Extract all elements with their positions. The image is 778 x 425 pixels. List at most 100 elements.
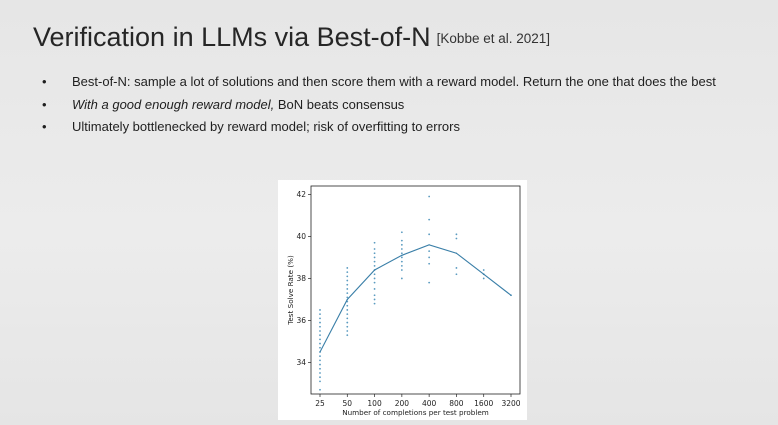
bullet-text: BoN beats consensus (274, 96, 405, 112)
scatter-point (346, 317, 349, 320)
bullet-item: • With a good enough reward model, BoN be… (42, 96, 716, 119)
scatter-point (428, 233, 431, 236)
scatter-point (319, 355, 321, 358)
series-point (455, 252, 458, 254)
series-point (373, 269, 376, 271)
scatter-point (319, 342, 321, 345)
scatter-point (482, 269, 485, 271)
scatter-point (346, 296, 349, 299)
series-line (319, 244, 512, 353)
scatter-point (373, 298, 376, 301)
scatter-point (319, 388, 321, 391)
x-tick-label: 400 (422, 399, 437, 408)
y-tick-label: 38 (296, 274, 306, 283)
x-tick-label: 1600 (474, 399, 493, 408)
y-axis-title: Test Solve Rate (%) (286, 255, 295, 326)
scatter-point (346, 279, 349, 282)
scatter-point (373, 248, 376, 250)
scatter-point (319, 372, 321, 374)
series-point (346, 298, 348, 301)
bullet-item: • Best-of-N: sample a lot of solutions an… (42, 73, 716, 96)
scatter-point (428, 281, 431, 284)
scatter-point (346, 288, 349, 290)
scatter-point (373, 281, 376, 284)
scatter-point (400, 260, 403, 263)
scatter-point (455, 233, 458, 236)
bullet-marker: • (42, 74, 47, 89)
scatter-point (373, 256, 376, 259)
scatter-point (346, 292, 349, 295)
scatter-point (373, 241, 376, 244)
x-tick-label: 25 (315, 399, 325, 408)
series-point (428, 244, 430, 246)
series-point (483, 273, 485, 275)
chart-svg: 34 36 38 40 42 25 50 100 200 400 800 1600 3200 Number… (286, 185, 521, 417)
x-tick-label: 50 (343, 399, 353, 408)
x-tick-label: 200 (395, 399, 410, 408)
scatter-point (373, 277, 376, 280)
scatter-point (400, 264, 403, 267)
scatter-point (428, 256, 431, 259)
citation: [Kobbe et al. 2021] (436, 31, 551, 46)
y-tick-label: 34 (296, 358, 306, 367)
series-point (510, 294, 512, 296)
scatter-point (428, 250, 431, 253)
scatter-point (400, 256, 403, 259)
scatter-point (346, 334, 349, 337)
scatter-point (373, 294, 376, 297)
y-tick-label: 36 (296, 316, 306, 325)
x-axis-title: Number of completions per test problem (342, 408, 489, 417)
plot-frame (310, 185, 521, 395)
bullet-marker: • (42, 96, 47, 112)
scatter-point (373, 264, 376, 267)
scatter-point (319, 309, 321, 311)
bullet-italic-text: With a good enough reward model, (72, 96, 275, 112)
bullet-marker: • (42, 119, 47, 134)
scatter-point (428, 218, 431, 221)
slide-title-text: Verification in LLMs via Best-of-N (33, 22, 431, 52)
scatter-point (319, 346, 321, 349)
scatter-point (319, 376, 321, 379)
series-point (319, 351, 321, 353)
scatter-point (400, 239, 403, 242)
y-tick-label: 42 (296, 190, 306, 199)
scatter-point (319, 380, 321, 383)
bullet-text: Ultimately bottlenecked by reward model;… (72, 119, 460, 134)
scatter-point (400, 231, 403, 234)
x-tick-label: 3200 (501, 399, 520, 408)
scatter-point (346, 304, 349, 307)
bullet-text: Best-of-N: sample a lot of solutions and… (72, 74, 716, 89)
scatter-point (346, 309, 349, 311)
series-point (401, 254, 403, 256)
scatter-point (319, 317, 321, 320)
scatter-point (455, 273, 458, 276)
scatter-point (455, 237, 458, 240)
scatter-point (400, 243, 403, 246)
scatter-point (373, 252, 376, 255)
scatter-point (319, 359, 321, 362)
scatter-point (319, 338, 321, 341)
scatter-point (373, 288, 376, 290)
scatter-point (319, 330, 321, 332)
scatter-point (373, 273, 376, 276)
slide-title: Verification in LLMs via Best-of-N [Kobbe… (33, 22, 550, 53)
scatter-point (373, 302, 376, 305)
scatter-point (400, 277, 403, 280)
scatter-point (400, 248, 403, 250)
x-tick-label: 800 (449, 399, 464, 408)
scatter-point (319, 334, 321, 337)
scatter-point (319, 325, 321, 328)
scatter-point (319, 363, 321, 366)
scatter-point (400, 252, 403, 255)
scatter-point (346, 313, 349, 316)
y-tick-label: 40 (296, 232, 306, 241)
x-tick-label: 100 (367, 399, 382, 408)
scatter-point (400, 269, 403, 271)
scatter-point (428, 195, 431, 198)
scatter-point (455, 267, 458, 269)
scatter-point (319, 321, 321, 324)
scatter-point (428, 262, 431, 265)
scatter-point (346, 271, 349, 274)
scatter-point (319, 313, 321, 316)
